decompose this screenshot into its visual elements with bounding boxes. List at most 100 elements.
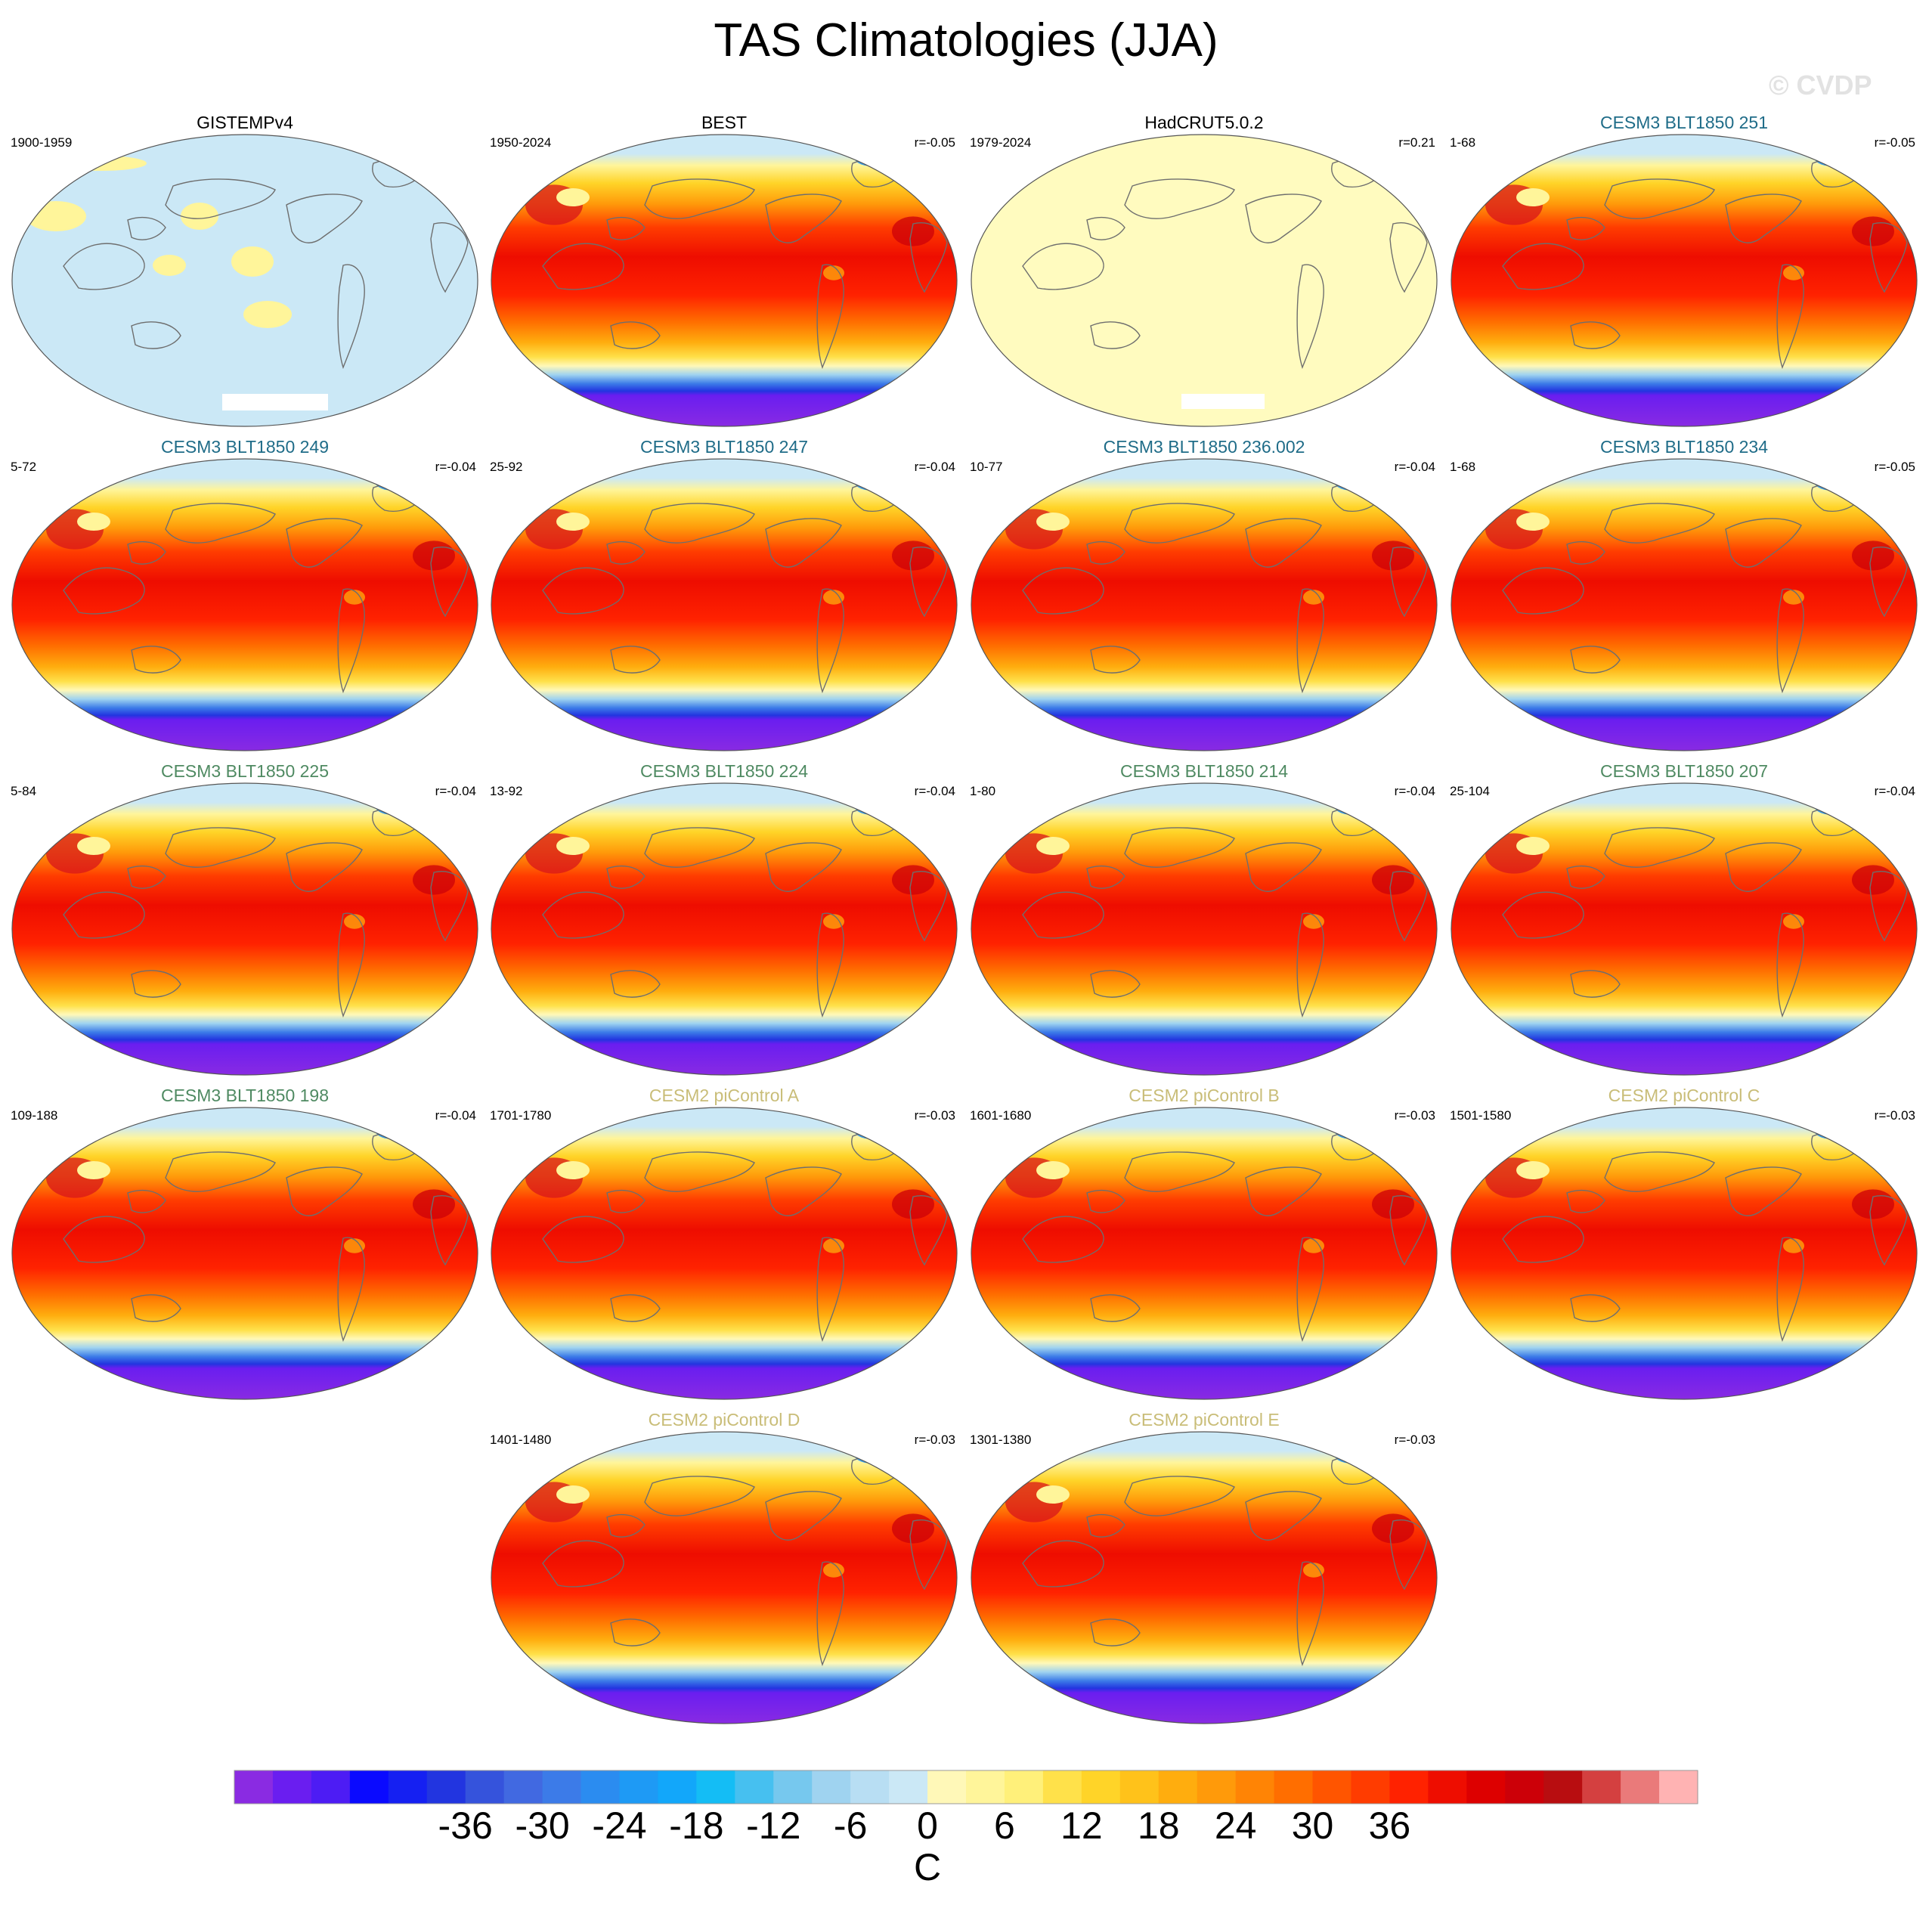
panel-correlation: r=-0.04 (914, 784, 955, 798)
colorbar-tick-label: -24 (592, 1804, 646, 1847)
coastline (165, 503, 276, 544)
colorbar-swatch (735, 1770, 774, 1804)
warm-anomaly-blob (1852, 216, 1894, 246)
map-panel: CESM3 BLT1850 251 1-68 r=-0.05 (1450, 112, 1918, 429)
map-field (971, 783, 1437, 1075)
map-panel: CESM2 piControl A 1701-1780 r=-0.03 (490, 1085, 958, 1402)
colorbar-swatch (1351, 1770, 1391, 1804)
panel-title: CESM3 BLT1850 225 (160, 761, 330, 781)
colorbar-swatch (1197, 1770, 1237, 1804)
coastline (63, 567, 145, 615)
temperature-map (1451, 458, 1918, 751)
coastline (610, 1294, 661, 1322)
coastline (1570, 970, 1621, 998)
colorbar-tick-label: 6 (994, 1804, 1015, 1847)
panel-title: CESM3 BLT1850 198 (160, 1086, 330, 1105)
map-field (12, 783, 478, 1075)
coastline (1245, 1166, 1322, 1216)
coastline (1869, 222, 1908, 293)
coastline (765, 518, 842, 568)
colorbar-swatch (426, 1770, 466, 1804)
colorbar-swatch (1081, 1770, 1121, 1804)
coastline (1566, 1189, 1605, 1213)
map-border (491, 134, 958, 427)
coastline (1296, 588, 1324, 694)
warm-anomaly-blob (1852, 865, 1894, 895)
warm-anomaly-blob (413, 865, 455, 895)
plateau-cool-spot (556, 188, 590, 206)
coastline (430, 547, 469, 618)
panel-correlation: r=-0.05 (1874, 460, 1915, 474)
warm-patch (26, 201, 86, 231)
map-border (1451, 782, 1918, 1076)
warm-anomaly-blob (1372, 865, 1414, 895)
map-border (971, 134, 1438, 427)
colorbar-outline (234, 1770, 1698, 1804)
plateau-cool-spot (556, 837, 590, 855)
coastline (1566, 541, 1605, 565)
warm-anomaly-blob (892, 1513, 934, 1544)
coastline (909, 547, 948, 618)
colorbar-swatch (1466, 1770, 1506, 1804)
colorbar-swatch (349, 1770, 389, 1804)
coastline (909, 871, 948, 942)
warm-anomaly-blob (1852, 1189, 1894, 1219)
coastline (1124, 827, 1235, 868)
temperature-map (491, 782, 958, 1076)
plateau-cool-spot (1036, 513, 1070, 531)
map-field (1451, 135, 1917, 426)
coastline (1776, 912, 1804, 1018)
colorbar-swatch (1042, 1770, 1082, 1804)
coastline (286, 194, 363, 243)
temperature-map (971, 1431, 1438, 1724)
colorbar-swatch (388, 1770, 428, 1804)
coastline (131, 321, 181, 349)
map-panel: CESM2 piControl C 1501-1580 r=-0.03 (1450, 1085, 1918, 1402)
panel-correlation: r=-0.03 (914, 1433, 955, 1447)
coastline (1022, 243, 1104, 290)
missing-data-region (1181, 394, 1265, 409)
panel-correlation: r=-0.03 (1394, 1433, 1435, 1447)
map-border (1451, 458, 1918, 751)
warm-anomaly-blob (1783, 914, 1804, 929)
panel-title: CESM2 piControl B (1129, 1086, 1280, 1105)
map-panel: CESM3 BLT1850 207 25-104 r=-0.04 (1450, 760, 1918, 1078)
panel-period: 1-80 (970, 784, 996, 798)
greenland-cold-spot (853, 1442, 890, 1464)
coastline (127, 865, 166, 889)
colorbar-swatch (1582, 1770, 1621, 1804)
panel-period: 1301-1380 (970, 1433, 1032, 1447)
map-border (491, 1107, 958, 1400)
colorbar-swatch (850, 1770, 890, 1804)
coastline (644, 178, 755, 219)
colorbar-swatch (889, 1770, 928, 1804)
coastline (610, 321, 661, 349)
greenland-cold-spot (1813, 1118, 1850, 1139)
panel-period: 5-84 (11, 784, 37, 798)
warm-anomaly-blob (1372, 1513, 1414, 1544)
coastline (644, 503, 755, 544)
panel-correlation: r=-0.04 (1874, 784, 1915, 798)
map-border (1451, 1107, 1918, 1400)
panel-correlation: r=-0.04 (435, 460, 476, 474)
coastline (606, 216, 646, 240)
coastline (1090, 1618, 1141, 1646)
colorbar-swatch (773, 1770, 813, 1804)
colorbar-swatch (503, 1770, 543, 1804)
map-border (11, 458, 478, 751)
coastline (1124, 1476, 1235, 1516)
map-border (971, 458, 1438, 751)
coastline (1090, 646, 1141, 674)
map-panel: CESM3 BLT1850 198 109-188 r=-0.04 (11, 1085, 479, 1402)
temperature-map (491, 458, 958, 751)
panel-title: CESM3 BLT1850 207 (1599, 761, 1769, 781)
greenland-cold-spot (1333, 469, 1370, 491)
greenland-cold-spot (1333, 1118, 1370, 1139)
coastline (1604, 827, 1715, 868)
plateau-cool-spot (1516, 1161, 1550, 1179)
panel-period: 1501-1580 (1450, 1108, 1512, 1123)
coastline (1604, 503, 1715, 544)
map-panel: CESM3 BLT1850 236.002 10-77 r=-0.04 (970, 436, 1438, 754)
warm-anomaly-blob (892, 1189, 934, 1219)
coastline (127, 1189, 166, 1213)
